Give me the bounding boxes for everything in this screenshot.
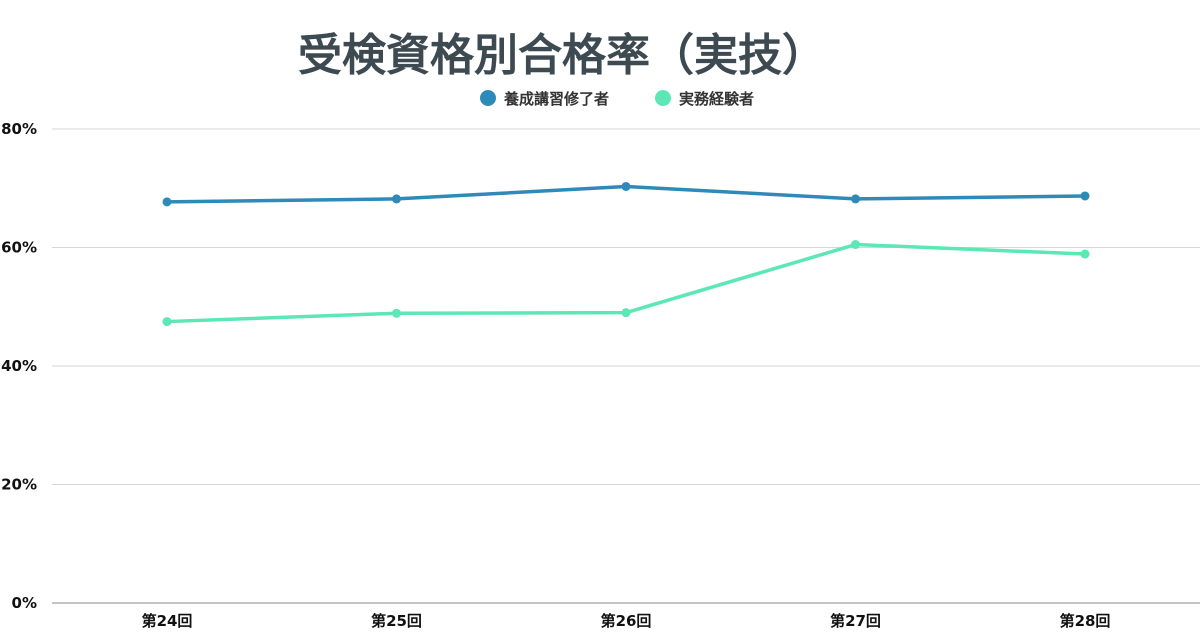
legend-marker [655, 90, 671, 106]
y-tick-label: 20% [1, 476, 37, 494]
x-tick-label: 第24回 [142, 612, 193, 630]
data-point[interactable] [851, 194, 860, 204]
y-tick-label: 80% [1, 120, 37, 138]
data-point[interactable] [621, 308, 631, 318]
y-axis: 0% 20% 40% 60% 80% [1, 120, 37, 612]
x-tick-label: 第28回 [1060, 612, 1111, 630]
series-group [162, 181, 1090, 207]
data-point[interactable] [1080, 191, 1090, 201]
legend-item[interactable]: 実務経験者 [655, 90, 754, 108]
data-point[interactable] [392, 194, 401, 204]
series-group [162, 240, 1090, 327]
x-tick-label: 第25回 [371, 612, 422, 630]
data-point[interactable] [392, 308, 401, 318]
y-tick-label: 40% [1, 357, 37, 375]
y-tick-label: 60% [1, 239, 37, 257]
x-tick-label: 第27回 [830, 612, 881, 630]
chart-title: 受検資格別合格率（実技） [298, 30, 826, 81]
data-point[interactable] [162, 317, 172, 327]
legend-label: 実務経験者 [679, 90, 754, 108]
x-tick-label: 第26回 [601, 612, 652, 630]
y-tick-label: 0% [12, 594, 37, 612]
legend-marker [480, 90, 496, 106]
x-axis: 第24回 第25回 第26回 第27回 第28回 [142, 612, 1111, 630]
data-point[interactable] [621, 181, 631, 191]
grid-lines [52, 128, 1200, 604]
legend-label: 養成講習修了者 [503, 90, 609, 108]
data-point[interactable] [851, 240, 860, 250]
legend-item[interactable]: 養成講習修了者 [480, 90, 609, 108]
series-layer [162, 181, 1090, 327]
data-point[interactable] [1080, 249, 1090, 259]
data-point[interactable] [162, 197, 172, 207]
legend: 養成講習修了者 実務経験者 [480, 90, 754, 108]
